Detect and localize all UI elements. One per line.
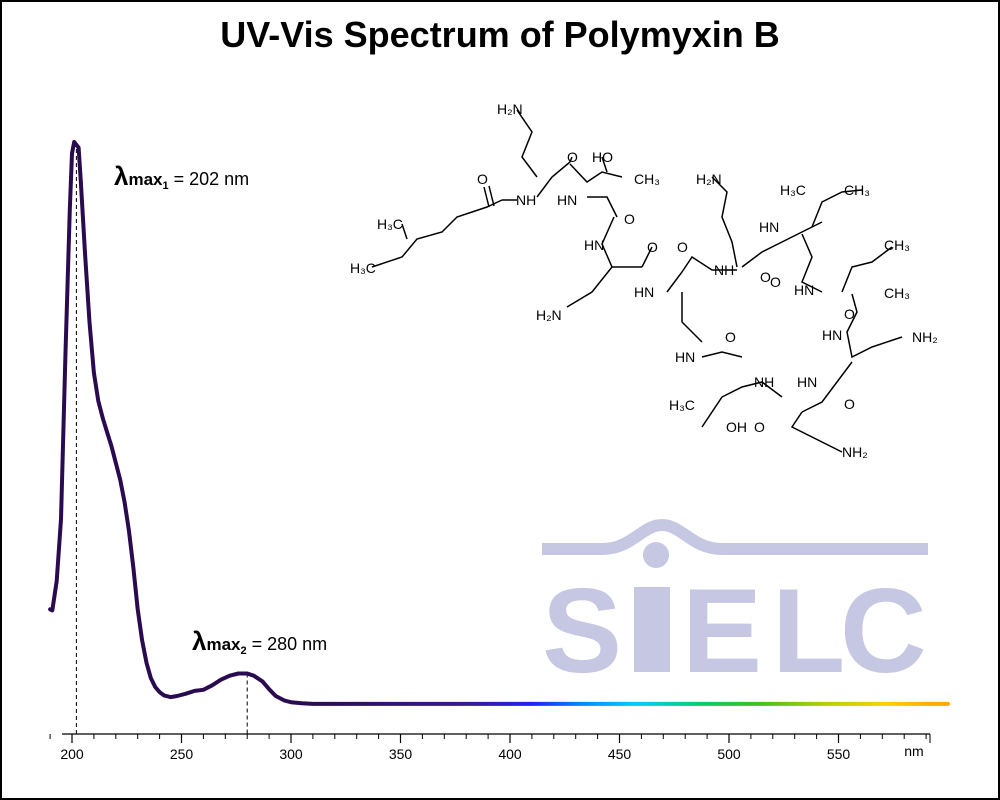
- atom-label: O: [677, 239, 688, 255]
- peak-labels: λmax1 = 202 nm λmax2 = 280 nm: [114, 161, 327, 657]
- atom-label: H₂N: [696, 171, 722, 187]
- atom-label: NH₂: [842, 444, 868, 460]
- dab1-o: [569, 156, 573, 163]
- leu2-side: [841, 246, 893, 293]
- acyl-chain-bonds: [371, 199, 503, 268]
- atom-label: O: [567, 149, 578, 165]
- branch-bond: [401, 223, 408, 240]
- atom-label: HN: [759, 219, 779, 235]
- thr-bottom: [701, 396, 723, 428]
- atom-label: O: [844, 396, 855, 412]
- ring-top-right: [741, 221, 823, 268]
- x-tick-label: 550: [827, 746, 851, 762]
- x-axis-minor-ticks: [49, 734, 927, 739]
- acyl-carbonyl-2: [488, 185, 495, 207]
- atom-label: O: [770, 274, 781, 290]
- x-tick-label: 450: [608, 746, 632, 762]
- atom-label: H₃C: [377, 216, 403, 232]
- atom-label: H₃C: [669, 397, 695, 413]
- atom-label: O: [624, 211, 635, 227]
- atom-label: CH₃: [884, 237, 910, 253]
- atom-label: O: [760, 269, 771, 285]
- atom-label: O: [754, 419, 765, 435]
- atom-label: NH: [714, 262, 734, 278]
- x-axis-unit-label: nm: [904, 743, 923, 759]
- atom-label: HN: [584, 237, 604, 253]
- watermark-letter-c: C: [840, 564, 927, 698]
- dab1-side: [516, 109, 538, 178]
- molecule-atom-labels: H₂N NH O HO CH₃ H₃C H₃C O HN O HN O H₂N …: [350, 101, 938, 460]
- x-axis-tick-labels: 200 250 300 350 400 450 500 550: [60, 746, 850, 762]
- watermark-letter-i: [634, 587, 670, 672]
- atom-label: HO: [592, 149, 613, 165]
- x-tick-label: 300: [279, 746, 303, 762]
- atom-label: H₂N: [536, 307, 562, 323]
- ring-top: [666, 255, 737, 293]
- dab-mid-side: [711, 176, 738, 268]
- x-tick-label: 200: [60, 746, 84, 762]
- atom-label: H₃C: [780, 182, 806, 198]
- thr-down: [587, 196, 618, 218]
- x-axis: 200 250 300 350 400 450 500 550 nm: [49, 733, 931, 762]
- atom-label: OH: [726, 419, 747, 435]
- watermark-letter-e: E: [682, 564, 762, 698]
- atom-label: O: [844, 306, 855, 322]
- peak-label: λmax1 = 202 nm: [114, 161, 249, 192]
- x-tick-label: 400: [498, 746, 522, 762]
- ring-left: [681, 292, 703, 343]
- atom-label: O: [647, 239, 658, 255]
- atom-label: CH₃: [634, 171, 660, 187]
- atom-label: NH: [754, 374, 774, 390]
- thr-oh: [601, 156, 608, 173]
- watermark-letter-s: S: [542, 564, 622, 698]
- dab-bottom-side: [790, 411, 843, 453]
- ring-right-2: [846, 293, 903, 359]
- atom-label: H₂N: [497, 101, 523, 117]
- ring-bottom-right: [801, 361, 853, 413]
- watermark-letter-l: L: [772, 564, 845, 698]
- atom-label: CH₃: [884, 285, 910, 301]
- atom-label: HN: [797, 374, 817, 390]
- atom-label: O: [477, 171, 488, 187]
- dab3-side: [566, 266, 613, 308]
- ring-bottom: [721, 381, 783, 398]
- atom-label: HN: [822, 327, 842, 343]
- leu1-side: [811, 189, 863, 228]
- x-tick-label: 350: [389, 746, 413, 762]
- watermark-dot: [643, 542, 669, 568]
- dab1-bond: [536, 161, 571, 198]
- x-tick-label: 250: [170, 746, 194, 762]
- peak-label: λmax2 = 280 nm: [192, 626, 327, 657]
- spectrum-series-line: [48, 140, 950, 706]
- watermark-arc-line: [542, 518, 928, 555]
- atom-label: NH₂: [912, 329, 938, 345]
- atom-label: HN: [557, 192, 577, 208]
- peak-guide-lines: [75, 142, 248, 734]
- polymyxin-b-structure: [371, 109, 903, 453]
- thr-link: [569, 163, 623, 183]
- atom-label: HN: [675, 349, 695, 365]
- atom-label: CH₃: [844, 182, 870, 198]
- x-tick-label: 500: [717, 746, 741, 762]
- atom-label: HN: [634, 284, 654, 300]
- atom-label: HN: [794, 282, 814, 298]
- ring-right-1: [801, 233, 823, 293]
- carbonyl-3: [641, 246, 653, 268]
- atom-label: NH: [516, 192, 536, 208]
- x-axis-major-ticks: [71, 734, 931, 743]
- chart-title: UV-Vis Spectrum of Polymyxin B: [220, 14, 780, 55]
- atom-label: H₃C: [350, 260, 376, 276]
- ring-left-bottom: [701, 351, 743, 358]
- dab3-chain: [601, 216, 642, 268]
- atom-label: O: [725, 329, 736, 345]
- sielc-watermark-logo: S E L C: [542, 518, 928, 698]
- acyl-carbonyl: [483, 186, 490, 208]
